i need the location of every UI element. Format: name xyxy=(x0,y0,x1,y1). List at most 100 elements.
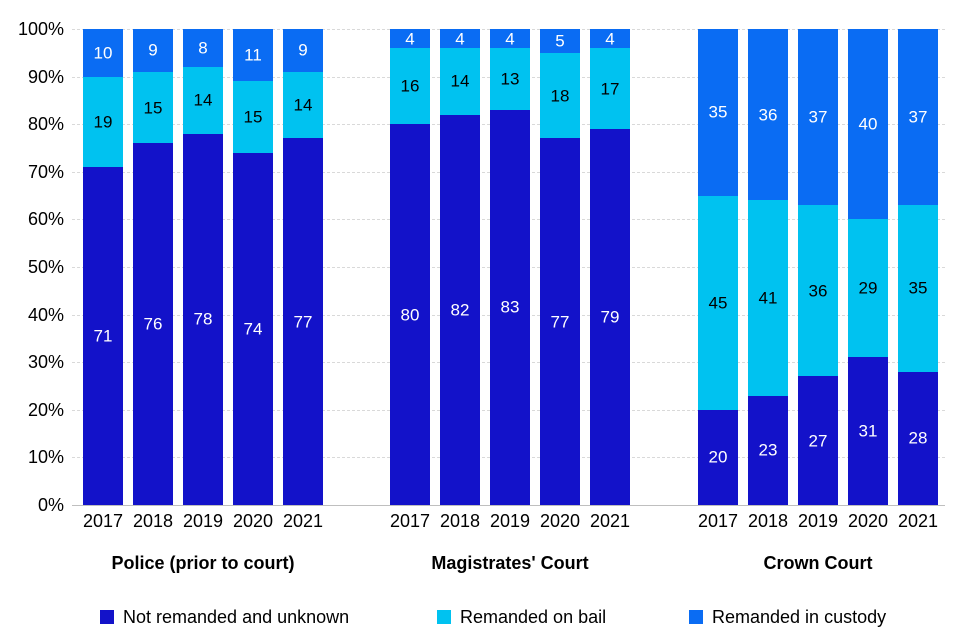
bar-segment xyxy=(233,81,273,153)
group-title: Magistrates' Court xyxy=(431,553,589,573)
x-axis-year-label: 2018 xyxy=(132,511,174,531)
bar-value-label: 17 xyxy=(600,79,620,98)
bar-value-label: 14 xyxy=(450,71,470,91)
bar-value-label: 20 xyxy=(708,447,728,467)
bar-segment xyxy=(540,29,580,53)
bar-value-label: 4 xyxy=(605,29,615,49)
bar-segment xyxy=(848,357,888,505)
x-axis-year-label: 2017 xyxy=(82,511,124,531)
bar-value-label: 15 xyxy=(243,107,263,127)
bar-segment xyxy=(698,409,738,505)
bar-value-label: 35 xyxy=(908,278,928,298)
y-axis-tick-label: 10% xyxy=(27,447,64,468)
bar-segment xyxy=(490,48,530,110)
bar-value-label: 83 xyxy=(500,297,520,317)
bar-value-label: 9 xyxy=(298,40,308,60)
x-axis-line xyxy=(72,505,945,506)
legend-item: Not remanded and unknown xyxy=(100,607,349,627)
bar-segment xyxy=(283,29,323,72)
x-axis-year-label: 2019 xyxy=(182,511,224,531)
bar-value-label: 31 xyxy=(858,421,878,441)
x-axis-year-label: 2018 xyxy=(439,511,481,531)
x-axis-year-label: 2018 xyxy=(747,511,789,531)
y-axis-tick-label: 80% xyxy=(27,114,64,135)
x-axis-year-label: 2020 xyxy=(232,511,274,531)
bar-segment xyxy=(133,29,173,72)
legend-swatch-icon xyxy=(689,610,703,624)
y-axis-tick-label: 30% xyxy=(27,352,64,373)
y-axis-tick-label: 100% xyxy=(17,19,64,39)
bar-segment xyxy=(490,109,530,505)
bar-value-label: 79 xyxy=(600,307,620,327)
bar-value-label: 37 xyxy=(908,107,928,127)
bar-value-label: 27 xyxy=(808,431,828,451)
bar-segment xyxy=(233,29,273,82)
x-axis-year-label: 2019 xyxy=(489,511,531,531)
bar-segment xyxy=(490,29,530,49)
bar-segment xyxy=(748,395,788,505)
bar-value-label: 10 xyxy=(93,43,113,63)
legend-label: Not remanded and unknown xyxy=(123,606,350,627)
bar-segment xyxy=(698,195,738,410)
bar-value-label: 35 xyxy=(708,102,728,122)
bar-segment xyxy=(540,138,580,505)
bar-value-label: 77 xyxy=(550,312,570,332)
bar-value-label: 14 xyxy=(293,95,313,115)
legend-label: Remanded in custody xyxy=(712,606,887,627)
bar-segment xyxy=(748,29,788,201)
bar-value-label: 29 xyxy=(858,278,878,298)
x-axis-year-label: 2021 xyxy=(897,511,939,531)
bar-value-label: 23 xyxy=(758,440,778,460)
bar-value-label: 80 xyxy=(400,305,420,325)
bar-segment xyxy=(283,71,323,139)
bar-segment xyxy=(183,29,223,68)
bar-value-label: 8 xyxy=(198,38,208,58)
bar-segment xyxy=(183,133,223,505)
bar-segment xyxy=(898,371,938,505)
bar-segment xyxy=(440,29,480,49)
bar-value-label: 36 xyxy=(808,281,828,301)
y-axis-tick-label: 90% xyxy=(27,66,64,87)
bar-value-label: 5 xyxy=(555,31,565,51)
bar-segment xyxy=(83,76,123,168)
bar-segment xyxy=(898,29,938,206)
y-axis-tick-label: 40% xyxy=(27,304,64,325)
bar-segment xyxy=(590,29,630,49)
bar-segment xyxy=(798,376,838,505)
bar-value-label: 4 xyxy=(405,29,415,49)
y-axis-tick-label: 70% xyxy=(27,161,64,182)
bar-segment xyxy=(83,167,123,505)
bar-segment xyxy=(590,128,630,505)
y-axis-tick-label: 60% xyxy=(27,209,64,230)
bar-segment xyxy=(133,143,173,505)
x-axis-year-label: 2017 xyxy=(389,511,431,531)
bar-value-label: 76 xyxy=(143,314,163,334)
bar-segment xyxy=(698,29,738,196)
bar-value-label: 37 xyxy=(808,107,828,127)
bar-value-label: 16 xyxy=(400,76,420,96)
bar-segment xyxy=(390,124,430,505)
group-title: Police (prior to court) xyxy=(111,553,295,573)
bar-segment xyxy=(848,219,888,358)
bar-segment xyxy=(798,205,838,377)
bar-value-label: 78 xyxy=(193,309,213,329)
x-axis-year-label: 2020 xyxy=(539,511,581,531)
bar-segment xyxy=(540,52,580,139)
bar-value-label: 71 xyxy=(93,326,113,346)
x-axis-year-label: 2020 xyxy=(847,511,889,531)
y-axis-tick-label: 20% xyxy=(27,399,64,420)
bar-value-label: 18 xyxy=(550,86,570,106)
legend-label: Remanded on bail xyxy=(460,606,607,627)
bar-segment xyxy=(440,114,480,505)
bar-value-label: 9 xyxy=(148,40,158,60)
y-axis-tick-label: 50% xyxy=(27,257,64,277)
bar-value-label: 40 xyxy=(858,114,878,134)
x-axis-year-label: 2021 xyxy=(282,511,324,531)
bar-value-label: 4 xyxy=(455,29,465,49)
legend-swatch-icon xyxy=(100,610,114,624)
bar-segment xyxy=(748,200,788,396)
x-axis-year-label: 2019 xyxy=(797,511,839,531)
bar-segment xyxy=(283,138,323,505)
bar-value-label: 82 xyxy=(450,300,470,320)
bar-value-label: 74 xyxy=(243,319,263,339)
